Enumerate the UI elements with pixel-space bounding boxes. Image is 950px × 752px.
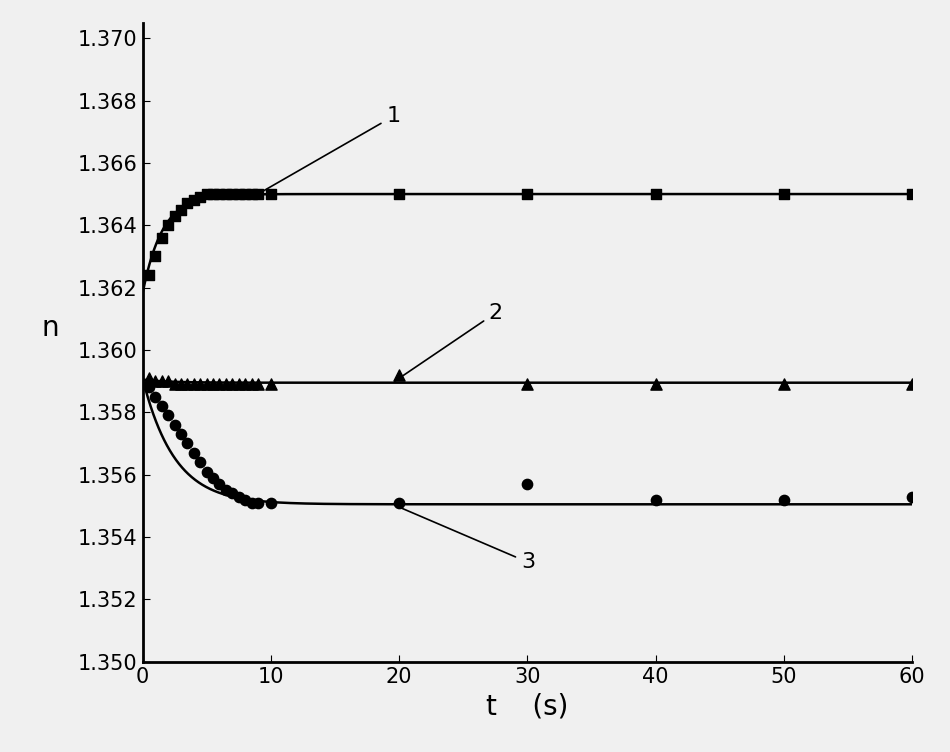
Point: [205, 188, 220, 200]
Point: [904, 188, 920, 200]
Point: [167, 419, 182, 431]
Point: [205, 472, 220, 484]
Text: 1: 1: [260, 106, 400, 193]
Point: [180, 438, 195, 450]
Point: [231, 188, 246, 200]
Point: [186, 378, 201, 390]
Point: [193, 191, 208, 203]
Point: [520, 378, 535, 390]
Point: [154, 375, 169, 387]
Point: [218, 484, 234, 496]
Point: [776, 493, 791, 505]
Point: [263, 378, 278, 390]
Point: [391, 497, 407, 509]
Point: [161, 220, 176, 232]
Point: [161, 409, 176, 421]
Point: [224, 188, 239, 200]
Point: [648, 378, 663, 390]
Point: [391, 188, 407, 200]
Point: [173, 428, 188, 440]
Point: [212, 188, 227, 200]
Point: [205, 378, 220, 390]
Point: [263, 188, 278, 200]
Y-axis label: n: n: [41, 314, 59, 342]
Point: [244, 378, 259, 390]
Point: [648, 493, 663, 505]
Point: [263, 497, 278, 509]
Point: [180, 197, 195, 209]
Point: [161, 375, 176, 387]
Point: [231, 378, 246, 390]
Point: [212, 478, 227, 490]
Point: [193, 456, 208, 468]
Point: [244, 497, 259, 509]
Point: [218, 188, 234, 200]
Point: [904, 378, 920, 390]
Point: [238, 493, 253, 505]
Point: [391, 369, 407, 381]
Text: 2: 2: [395, 303, 503, 381]
Point: [904, 490, 920, 502]
Point: [142, 269, 157, 281]
Point: [167, 378, 182, 390]
Point: [147, 391, 163, 403]
Point: [224, 487, 239, 499]
Point: [212, 378, 227, 390]
Point: [180, 378, 195, 390]
Point: [776, 188, 791, 200]
Point: [224, 378, 239, 390]
Point: [200, 378, 215, 390]
Point: [520, 188, 535, 200]
Point: [231, 490, 246, 502]
Point: [142, 372, 157, 384]
Point: [173, 378, 188, 390]
Point: [193, 378, 208, 390]
Point: [244, 188, 259, 200]
Point: [147, 250, 163, 262]
Point: [218, 378, 234, 390]
Point: [142, 381, 157, 393]
Point: [776, 378, 791, 390]
Point: [186, 447, 201, 459]
Point: [154, 400, 169, 412]
Point: [186, 194, 201, 206]
X-axis label: t    (s): t (s): [486, 692, 568, 720]
Point: [520, 478, 535, 490]
Point: [251, 497, 266, 509]
Point: [167, 210, 182, 222]
Point: [200, 188, 215, 200]
Point: [251, 378, 266, 390]
Point: [238, 378, 253, 390]
Text: 3: 3: [395, 505, 535, 572]
Point: [147, 375, 163, 387]
Point: [238, 188, 253, 200]
Point: [648, 188, 663, 200]
Point: [200, 465, 215, 478]
Point: [154, 232, 169, 244]
Point: [173, 204, 188, 216]
Point: [251, 188, 266, 200]
